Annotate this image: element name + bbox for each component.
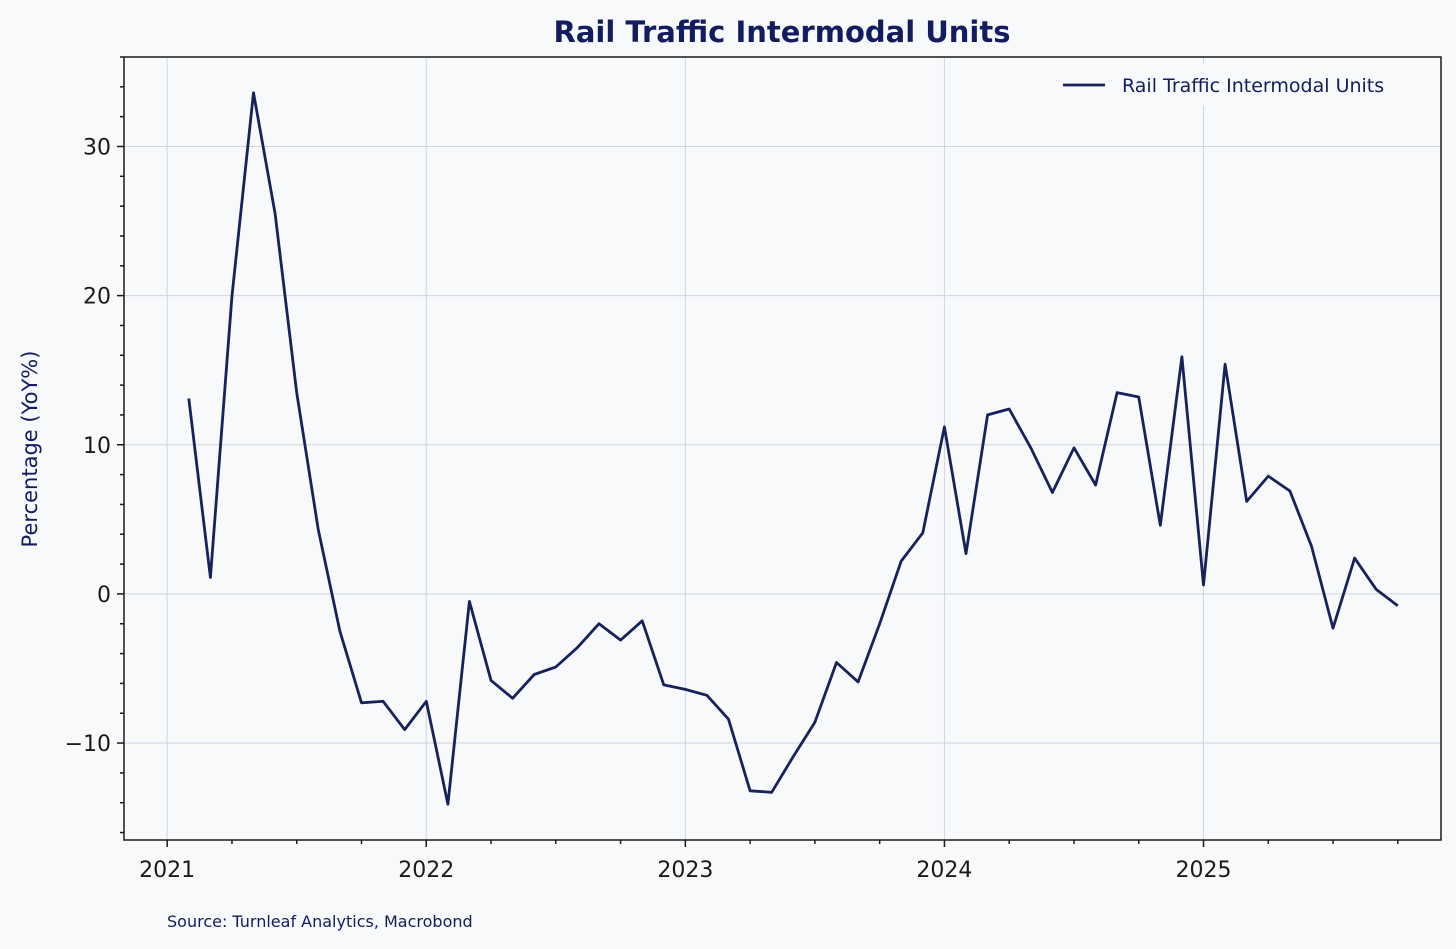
plot-frame bbox=[123, 56, 1442, 841]
series-line-rail-traffic bbox=[187, 91, 1399, 806]
grid bbox=[124, 57, 1441, 840]
source-note: Source: Turnleaf Analytics, Macrobond bbox=[167, 912, 473, 931]
y-tick-label: 0 bbox=[97, 583, 111, 608]
plot-area: −10 0 10 20 30 2021 2022 2023 2024 2025 bbox=[65, 56, 1442, 883]
x-tick-label: 2022 bbox=[398, 858, 454, 883]
legend-box bbox=[1052, 64, 1430, 106]
chart-title: Rail Traffic Intermodal Units bbox=[553, 15, 1010, 49]
plot-background bbox=[124, 57, 1441, 840]
legend-label: Rail Traffic Intermodal Units bbox=[1122, 75, 1384, 97]
x-tick-label: 2024 bbox=[916, 858, 972, 883]
legend: Rail Traffic Intermodal Units bbox=[1052, 64, 1430, 106]
axis-ticks: −10 0 10 20 30 2021 2022 2023 2024 2025 bbox=[65, 56, 1399, 883]
x-tick-label: 2021 bbox=[139, 858, 195, 883]
y-tick-label: 10 bbox=[83, 434, 111, 459]
y-tick-label: −10 bbox=[65, 732, 111, 757]
y-tick-label: 30 bbox=[83, 135, 111, 160]
x-tick-label: 2023 bbox=[657, 858, 713, 883]
y-tick-label: 20 bbox=[83, 285, 111, 310]
y-axis-label: Percentage (YoY%) bbox=[18, 351, 42, 548]
x-tick-label: 2025 bbox=[1176, 858, 1232, 883]
